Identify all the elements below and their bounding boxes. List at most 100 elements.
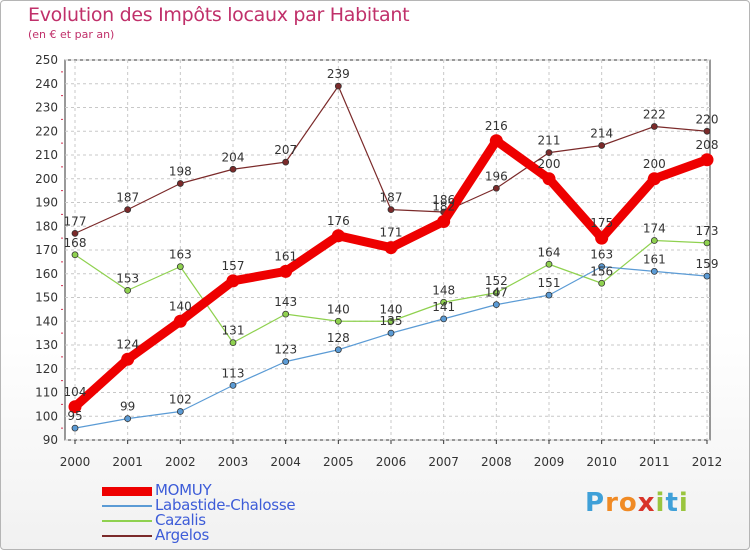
data-label-momuy: 216	[485, 119, 508, 133]
data-point-momuy	[121, 352, 135, 366]
x-tick-label: 2005	[323, 455, 354, 469]
y-tick-label: 100	[35, 409, 58, 423]
data-point-argelos	[282, 158, 290, 166]
data-label-labastide-chalosse: 163	[590, 248, 613, 262]
data-label-argelos: 214	[590, 127, 613, 141]
data-point-momuy	[700, 153, 714, 167]
data-point-momuy	[331, 229, 345, 243]
data-point-momuy	[542, 172, 556, 186]
data-label-momuy: 176	[327, 214, 350, 228]
data-point-cazalis	[124, 286, 132, 294]
y-tick-label: 140	[35, 314, 58, 328]
data-label-momuy: 124	[116, 337, 139, 351]
data-label-momuy: 208	[696, 138, 719, 152]
data-point-argelos	[598, 142, 606, 149]
data-label-cazalis: 156	[590, 264, 613, 278]
y-tick-label: 150	[35, 291, 58, 305]
data-label-labastide-chalosse: 123	[274, 343, 297, 357]
data-label-labastide-chalosse: 113	[222, 366, 245, 380]
x-tick-label: 2002	[165, 455, 196, 469]
data-label-labastide-chalosse: 141	[432, 300, 455, 314]
y-tick-label: 220	[35, 124, 58, 138]
data-point-cazalis	[650, 237, 658, 244]
data-point-argelos	[71, 229, 79, 237]
data-label-cazalis: 140	[380, 302, 403, 316]
data-label-argelos: 207	[274, 143, 297, 157]
data-label-cazalis: 164	[538, 245, 561, 259]
y-tick-label: 250	[35, 53, 58, 67]
data-label-cazalis: 173	[696, 224, 719, 238]
data-label-momuy: 200	[538, 157, 561, 171]
data-point-cazalis	[598, 279, 606, 287]
legend-swatch-argelos	[102, 535, 152, 537]
data-point-labastide-chalosse	[703, 272, 711, 280]
data-label-argelos: 211	[538, 134, 561, 148]
proxiti-logo: Proxiti	[585, 488, 689, 518]
data-point-argelos	[334, 82, 342, 90]
data-label-momuy: 140	[169, 299, 192, 313]
data-label-labastide-chalosse: 161	[643, 252, 666, 266]
x-tick-label: 2006	[376, 455, 407, 469]
y-tick-label: 110	[35, 386, 58, 400]
data-point-argelos	[124, 206, 132, 214]
y-tick-label: 130	[35, 338, 58, 352]
data-point-momuy	[68, 400, 82, 414]
data-label-argelos: 239	[327, 67, 350, 81]
data-point-momuy	[489, 134, 503, 148]
data-label-argelos: 196	[485, 169, 508, 183]
data-label-argelos: 186	[432, 193, 455, 207]
data-point-momuy	[647, 172, 661, 186]
data-label-momuy: 104	[64, 385, 87, 399]
x-tick-label: 2001	[112, 455, 143, 469]
data-label-momuy: 175	[590, 216, 613, 230]
data-point-labastide-chalosse	[334, 346, 342, 354]
data-label-argelos: 222	[643, 108, 666, 122]
data-label-momuy: 161	[274, 249, 297, 263]
data-label-momuy: 182	[432, 200, 455, 214]
data-point-cazalis	[492, 289, 500, 297]
y-tick-label: 230	[35, 101, 58, 115]
x-tick-label: 2012	[692, 455, 723, 469]
data-label-argelos: 187	[116, 191, 139, 205]
data-label-cazalis: 131	[222, 324, 245, 338]
data-point-cazalis	[387, 317, 395, 325]
data-point-labastide-chalosse	[282, 358, 290, 366]
data-label-labastide-chalosse: 99	[120, 400, 135, 414]
data-point-cazalis	[282, 310, 290, 318]
data-label-cazalis: 153	[116, 271, 139, 285]
data-point-labastide-chalosse	[124, 415, 132, 423]
data-label-cazalis: 152	[485, 274, 508, 288]
data-point-labastide-chalosse	[176, 408, 184, 415]
data-label-cazalis: 140	[327, 302, 350, 316]
data-point-argelos	[229, 165, 237, 173]
data-label-argelos: 220	[696, 112, 719, 126]
data-label-labastide-chalosse: 147	[485, 286, 508, 300]
data-point-cazalis	[71, 251, 79, 259]
data-point-labastide-chalosse	[492, 301, 500, 309]
data-point-argelos	[387, 206, 395, 214]
y-tick-label: 210	[35, 148, 58, 162]
x-tick-label: 2008	[481, 455, 512, 469]
chart-subtitle: (en € et par an)	[28, 28, 115, 41]
data-point-labastide-chalosse	[650, 267, 658, 275]
data-point-cazalis	[229, 339, 237, 347]
x-tick-label: 2011	[639, 455, 670, 469]
data-label-momuy: 171	[380, 226, 403, 240]
data-label-labastide-chalosse: 128	[327, 331, 350, 345]
data-point-argelos	[650, 123, 658, 130]
data-label-argelos: 187	[380, 191, 403, 205]
data-label-cazalis: 174	[643, 222, 666, 236]
data-label-momuy: 200	[643, 157, 666, 171]
data-label-argelos: 177	[64, 214, 87, 228]
data-point-cazalis	[703, 239, 711, 247]
data-label-momuy: 157	[222, 259, 245, 273]
x-tick-label: 2009	[534, 455, 565, 469]
data-label-cazalis: 163	[169, 248, 192, 262]
data-point-labastide-chalosse	[229, 381, 237, 389]
data-point-momuy	[384, 241, 398, 255]
data-point-labastide-chalosse	[598, 263, 606, 271]
data-point-momuy	[279, 264, 293, 278]
data-label-argelos: 204	[222, 150, 245, 164]
legend-label-argelos: Argelos	[155, 526, 209, 544]
y-tick-label: 240	[35, 77, 58, 91]
